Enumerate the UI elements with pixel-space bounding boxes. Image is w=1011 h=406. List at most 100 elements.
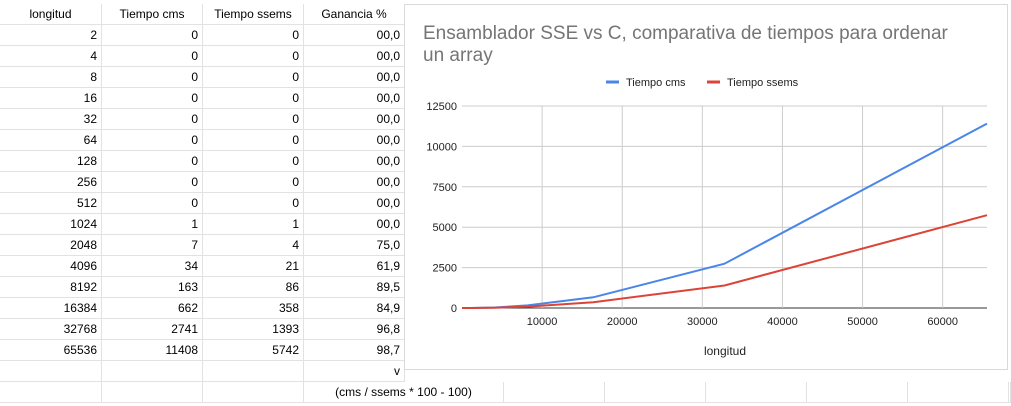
- table-cell[interactable]: 0: [203, 193, 304, 214]
- table-cell[interactable]: 61,9: [304, 256, 405, 277]
- table-cell[interactable]: 0: [102, 130, 203, 151]
- table-cell[interactable]: 32768: [0, 319, 102, 340]
- table-cell[interactable]: 21: [203, 256, 304, 277]
- header-cell[interactable]: Ganancia %: [304, 4, 405, 25]
- empty-cell[interactable]: [605, 382, 706, 403]
- table-cell[interactable]: 00,0: [304, 172, 405, 193]
- table-cell[interactable]: 16384: [0, 298, 102, 319]
- x-tick-labels: 10000 20000 30000 40000 50000 60000: [527, 316, 958, 328]
- table-cell[interactable]: 163: [102, 277, 203, 298]
- table-cell[interactable]: 0: [102, 25, 203, 46]
- y-tick-label: 7500: [433, 182, 457, 194]
- x-tick-label: 20000: [607, 316, 638, 328]
- table-cell[interactable]: 96,8: [304, 319, 405, 340]
- chart-svg: Ensamblador SSE vs C, comparativa de tie…: [423, 23, 988, 358]
- empty-cell[interactable]: [203, 361, 304, 382]
- table-cell[interactable]: 89,5: [304, 277, 405, 298]
- table-cell[interactable]: 00,0: [304, 46, 405, 67]
- table-cell[interactable]: 0: [203, 172, 304, 193]
- table-cell[interactable]: 512: [0, 193, 102, 214]
- empty-cell[interactable]: [504, 382, 605, 403]
- table-cell[interactable]: 75,0: [304, 235, 405, 256]
- table-cell[interactable]: 00,0: [304, 25, 405, 46]
- table-cell[interactable]: 358: [203, 298, 304, 319]
- line-chart[interactable]: Ensamblador SSE vs C, comparativa de tie…: [404, 4, 1008, 370]
- table-cell[interactable]: 64: [0, 130, 102, 151]
- table-cell[interactable]: 2: [0, 25, 102, 46]
- x-tick-label: 30000: [687, 316, 718, 328]
- legend-label-cms: Tiempo cms: [626, 77, 686, 89]
- table-cell[interactable]: 0: [102, 109, 203, 130]
- chart-title-line-2: un array: [423, 45, 493, 66]
- table-cell[interactable]: 0: [203, 88, 304, 109]
- empty-cell[interactable]: [102, 361, 203, 382]
- x-tick-label: 40000: [767, 316, 798, 328]
- table-cell[interactable]: 8: [0, 67, 102, 88]
- table-cell[interactable]: 00,0: [304, 130, 405, 151]
- series-line-ssems: [462, 214, 988, 309]
- header-cell[interactable]: Tiempo cms: [102, 4, 203, 25]
- table-cell[interactable]: 8192: [0, 277, 102, 298]
- table-cell[interactable]: 1: [102, 214, 203, 235]
- empty-cell[interactable]: [0, 382, 102, 403]
- table-cell[interactable]: 00,0: [304, 88, 405, 109]
- table-cell[interactable]: 7: [102, 235, 203, 256]
- empty-cell[interactable]: [0, 361, 102, 382]
- table-cell[interactable]: 00,0: [304, 109, 405, 130]
- x-tick-label: 60000: [927, 316, 958, 328]
- empty-cell[interactable]: [102, 382, 203, 403]
- table-cell[interactable]: 00,0: [304, 214, 405, 235]
- table-cell[interactable]: 0: [203, 151, 304, 172]
- table-cell[interactable]: 16: [0, 88, 102, 109]
- legend: Tiempo cms Tiempo ssems: [606, 77, 799, 89]
- table-cell[interactable]: 34: [102, 256, 203, 277]
- table-cell[interactable]: 4: [203, 235, 304, 256]
- table-cell[interactable]: 98,7: [304, 340, 405, 361]
- table-cell-v[interactable]: v: [304, 361, 405, 382]
- table-cell[interactable]: 65536: [0, 340, 102, 361]
- table-cell[interactable]: 1393: [203, 319, 304, 340]
- table-cell[interactable]: 11408: [102, 340, 203, 361]
- table-cell[interactable]: 00,0: [304, 151, 405, 172]
- table-cell[interactable]: 0: [203, 67, 304, 88]
- table-cell[interactable]: 662: [102, 298, 203, 319]
- header-cell[interactable]: longitud: [0, 4, 102, 25]
- y-tick-labels: 0 2500 5000 7500 10000 12500: [426, 101, 457, 315]
- table-cell[interactable]: 00,0: [304, 193, 405, 214]
- table-cell[interactable]: 1024: [0, 214, 102, 235]
- empty-cell[interactable]: [706, 382, 807, 403]
- formula-note-cell[interactable]: (cms / ssems * 100 - 100): [304, 382, 504, 403]
- table-cell[interactable]: 0: [102, 151, 203, 172]
- table-cell[interactable]: 0: [102, 46, 203, 67]
- table-cell[interactable]: 128: [0, 151, 102, 172]
- table-cell[interactable]: 0: [102, 67, 203, 88]
- empty-cell[interactable]: [807, 382, 908, 403]
- table-cell[interactable]: 256: [0, 172, 102, 193]
- y-tick-label: 12500: [426, 101, 457, 113]
- empty-cell[interactable]: [203, 382, 304, 403]
- table-cell[interactable]: 00,0: [304, 67, 405, 88]
- x-tick-label: 10000: [527, 316, 558, 328]
- table-cell[interactable]: 84,9: [304, 298, 405, 319]
- table-cell[interactable]: 0: [102, 172, 203, 193]
- table-cell[interactable]: 0: [203, 46, 304, 67]
- legend-label-ssems: Tiempo ssems: [727, 77, 799, 89]
- table-cell[interactable]: 0: [203, 25, 304, 46]
- table-cell[interactable]: 4: [0, 46, 102, 67]
- header-cell[interactable]: Tiempo ssems: [203, 4, 304, 25]
- table-cell[interactable]: 2048: [0, 235, 102, 256]
- y-tick-label: 10000: [426, 141, 457, 153]
- y-tick-label: 5000: [433, 222, 457, 234]
- table-cell[interactable]: 0: [203, 109, 304, 130]
- table-cell[interactable]: 0: [203, 130, 304, 151]
- table-cell[interactable]: 32: [0, 109, 102, 130]
- table-cell[interactable]: 4096: [0, 256, 102, 277]
- y-tick-label: 2500: [433, 263, 457, 275]
- table-cell[interactable]: 0: [102, 88, 203, 109]
- table-cell[interactable]: 0: [102, 193, 203, 214]
- table-cell[interactable]: 1: [203, 214, 304, 235]
- table-cell[interactable]: 86: [203, 277, 304, 298]
- empty-cell[interactable]: [908, 382, 1009, 403]
- table-cell[interactable]: 2741: [102, 319, 203, 340]
- table-cell[interactable]: 5742: [203, 340, 304, 361]
